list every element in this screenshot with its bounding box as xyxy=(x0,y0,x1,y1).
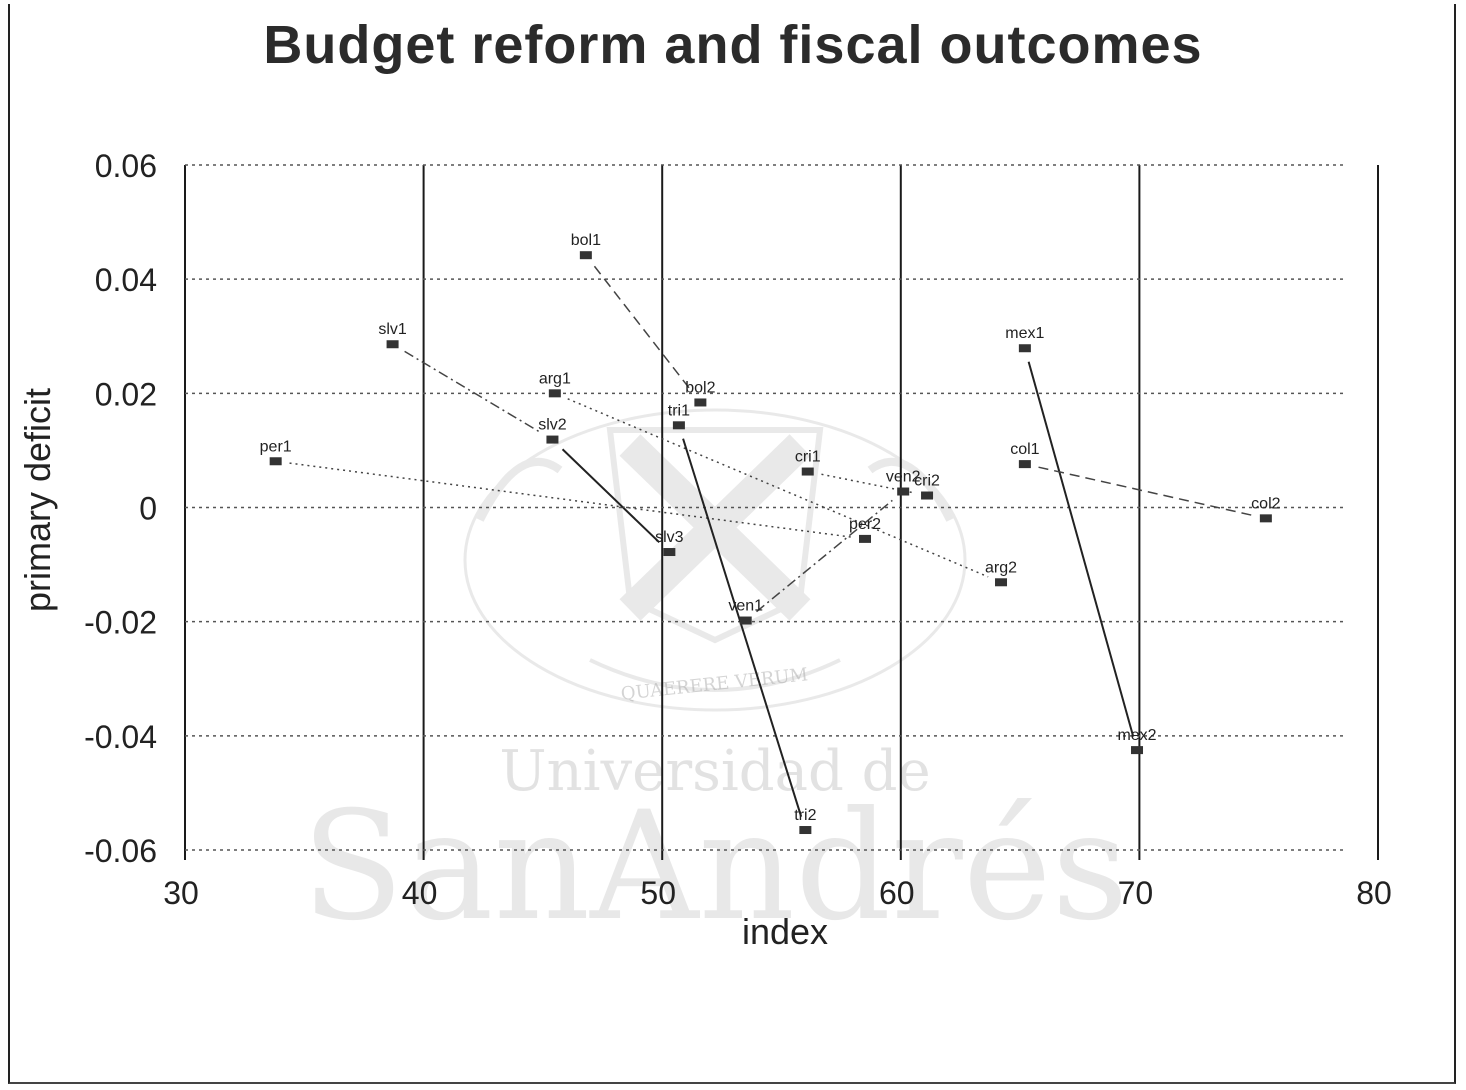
segment-slv1-slv2 xyxy=(404,350,541,434)
y-tick-label: 0.02 xyxy=(95,376,157,412)
point-per1 xyxy=(269,457,282,466)
y-tick-label: 0 xyxy=(139,491,157,527)
point-ven2 xyxy=(897,487,910,496)
x-axis-ticks: 30 40 50 60 70 80 xyxy=(163,875,1392,911)
x-tick-label: 60 xyxy=(879,875,915,911)
point-col2 xyxy=(1259,514,1272,523)
point-arg2 xyxy=(995,578,1008,587)
point-cri2 xyxy=(921,491,934,500)
y-tick-label: -0.02 xyxy=(84,605,157,641)
segment-mex1-mex2 xyxy=(1027,361,1135,737)
x-tick-label: 40 xyxy=(402,875,438,911)
point-label-per2: per2 xyxy=(849,516,881,533)
point-label-ven1: ven1 xyxy=(728,598,763,615)
point-slv1 xyxy=(386,340,399,349)
segment-slv2-slv3 xyxy=(561,448,660,544)
point-label-cri1: cri1 xyxy=(795,449,821,466)
point-cri1 xyxy=(801,467,814,476)
point-label-tri2: tri2 xyxy=(794,807,816,824)
segment-tri1-tri2 xyxy=(682,438,803,817)
point-label-per1: per1 xyxy=(260,438,292,455)
point-ven1 xyxy=(739,616,752,625)
point-tri2 xyxy=(799,826,812,835)
y-tick-label: 0.06 xyxy=(95,148,157,184)
y-tick-label: 0.04 xyxy=(95,262,157,298)
point-label-col2: col2 xyxy=(1251,495,1280,512)
point-label-mex2: mex2 xyxy=(1117,727,1156,744)
segment-col1-col2 xyxy=(1038,466,1253,517)
segment-ven1-ven2 xyxy=(756,499,893,613)
y-tick-label: -0.04 xyxy=(84,719,157,755)
y-axis-label: primary deficit xyxy=(17,388,58,612)
point-label-col1: col1 xyxy=(1010,441,1039,458)
point-label-bol1: bol1 xyxy=(571,232,601,249)
point-label-slv2: slv2 xyxy=(538,417,567,434)
grid-lines xyxy=(184,164,1379,860)
y-tick-label: -0.06 xyxy=(84,833,157,869)
x-tick-label: 50 xyxy=(640,875,676,911)
x-tick-label: 30 xyxy=(163,875,199,911)
x-axis-label: index xyxy=(742,911,828,952)
point-arg1 xyxy=(548,389,561,398)
segment-arg1-arg2 xyxy=(567,398,989,578)
data-points: bol1 bol2 slv1 slv2 slv3 arg1 arg2 per1 per2 tri1… xyxy=(260,232,1281,835)
connecting-segments xyxy=(289,265,1253,817)
point-bol2 xyxy=(694,398,707,407)
point-label-arg1: arg1 xyxy=(539,370,571,387)
point-label-ven2: ven2 xyxy=(886,469,921,486)
point-bol1 xyxy=(579,251,592,260)
point-label-bol2: bol2 xyxy=(685,379,715,396)
point-label-slv1: slv1 xyxy=(378,321,407,338)
point-label-tri1: tri1 xyxy=(668,402,690,419)
point-col1 xyxy=(1018,460,1031,469)
segment-bol1-bol2 xyxy=(593,265,693,392)
chart-title: Budget reform and fiscal outcomes xyxy=(263,15,1203,75)
point-label-mex1: mex1 xyxy=(1005,325,1044,342)
figure-frame xyxy=(8,4,1456,1084)
y-axis-ticks: 0.06 0.04 0.02 0 -0.02 -0.04 -0.06 xyxy=(84,148,157,869)
point-slv3 xyxy=(663,548,676,557)
point-mex2 xyxy=(1131,746,1144,755)
x-tick-label: 70 xyxy=(1118,875,1154,911)
point-tri1 xyxy=(672,421,685,430)
segment-per1-per2 xyxy=(289,462,852,538)
x-tick-label: 80 xyxy=(1356,875,1392,911)
point-label-arg2: arg2 xyxy=(985,559,1017,576)
point-mex1 xyxy=(1018,344,1031,353)
point-label-slv3: slv3 xyxy=(655,529,684,546)
point-per2 xyxy=(859,534,872,543)
point-label-cri2: cri2 xyxy=(914,473,940,490)
point-slv2 xyxy=(546,435,559,444)
